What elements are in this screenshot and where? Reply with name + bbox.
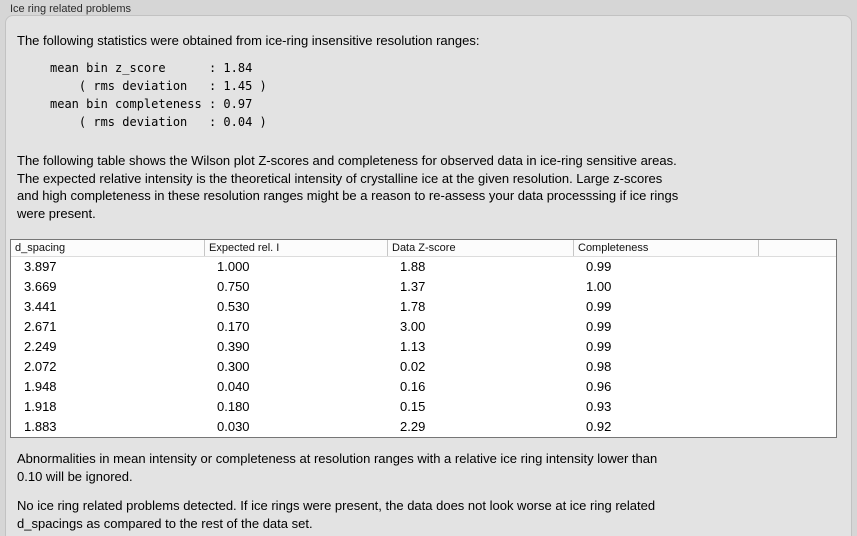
table-row[interactable]: 2.072 0.300 0.02 0.98 (11, 357, 836, 377)
cell-expected-rel-i: 0.030 (217, 419, 250, 434)
cell-expected-rel-i: 1.000 (217, 259, 250, 274)
cell-completeness: 0.99 (586, 259, 612, 274)
conclusion-text: No ice ring related problems detected. I… (17, 498, 656, 531)
table-row[interactable]: 1.948 0.040 0.16 0.96 (11, 377, 836, 397)
cell-empty (758, 257, 836, 277)
table-row[interactable]: 1.918 0.180 0.15 0.93 (11, 397, 836, 417)
table-description-text: The following table shows the Wilson plo… (17, 153, 679, 221)
cell-completeness: 0.99 (586, 299, 612, 314)
column-header-completeness[interactable]: Completeness (573, 240, 758, 256)
ice-ring-table: d_spacing Expected rel. I Data Z-score C… (10, 239, 837, 438)
cell-d-spacing: 1.883 (24, 419, 57, 434)
cell-d-spacing: 1.918 (24, 399, 57, 414)
table-row[interactable]: 2.249 0.390 1.13 0.99 (11, 337, 836, 357)
cell-d-spacing: 1.948 (24, 379, 57, 394)
table-row[interactable]: 2.671 0.170 3.00 0.99 (11, 317, 836, 337)
cell-data-z-score: 0.15 (400, 399, 426, 414)
table-row[interactable]: 3.441 0.530 1.78 0.99 (11, 297, 836, 317)
cell-data-z-score: 0.02 (400, 359, 426, 374)
cell-empty (758, 377, 836, 397)
cell-expected-rel-i: 0.530 (217, 299, 250, 314)
table-row[interactable]: 1.883 0.030 2.29 0.92 (11, 417, 836, 437)
cell-empty (758, 357, 836, 377)
table-header-row: d_spacing Expected rel. I Data Z-score C… (11, 240, 836, 257)
intro-text: The following statistics were obtained f… (17, 33, 480, 48)
cell-data-z-score: 1.78 (400, 299, 426, 314)
cell-d-spacing: 2.671 (24, 319, 57, 334)
cell-expected-rel-i: 0.390 (217, 339, 250, 354)
stats-monospace-block: mean bin z_score : 1.84 ( rms deviation … (50, 61, 267, 129)
column-header-d-spacing[interactable]: d_spacing (15, 242, 66, 254)
cell-expected-rel-i: 0.180 (217, 399, 250, 414)
cell-completeness: 0.93 (586, 399, 612, 414)
cell-data-z-score: 1.13 (400, 339, 426, 354)
cell-d-spacing: 2.072 (24, 359, 57, 374)
ice-ring-panel: The following statistics were obtained f… (5, 15, 852, 536)
cell-completeness: 0.99 (586, 339, 612, 354)
cell-expected-rel-i: 0.300 (217, 359, 250, 374)
cell-expected-rel-i: 0.750 (217, 279, 250, 294)
cell-empty (758, 337, 836, 357)
cell-completeness: 0.99 (586, 319, 612, 334)
column-header-expected-rel-i[interactable]: Expected rel. I (204, 240, 387, 256)
cell-data-z-score: 1.37 (400, 279, 426, 294)
cell-data-z-score: 0.16 (400, 379, 426, 394)
cell-data-z-score: 1.88 (400, 259, 426, 274)
cell-data-z-score: 2.29 (400, 419, 426, 434)
ice-ring-table-body: 3.897 1.000 1.88 0.99 3.669 0.750 1.37 1… (11, 257, 836, 437)
column-header-empty (758, 240, 836, 256)
cell-completeness: 1.00 (586, 279, 612, 294)
cell-empty (758, 397, 836, 417)
column-header-data-z-score[interactable]: Data Z-score (387, 240, 573, 256)
table-row[interactable]: 3.897 1.000 1.88 0.99 (11, 257, 836, 277)
cell-completeness: 0.98 (586, 359, 612, 374)
table-row[interactable]: 3.669 0.750 1.37 1.00 (11, 277, 836, 297)
cell-expected-rel-i: 0.040 (217, 379, 250, 394)
cell-empty (758, 317, 836, 337)
cell-empty (758, 297, 836, 317)
cell-empty (758, 417, 836, 437)
cell-d-spacing: 2.249 (24, 339, 57, 354)
cell-empty (758, 277, 836, 297)
groupbox-title: Ice ring related problems (10, 3, 132, 15)
cell-d-spacing: 3.897 (24, 259, 57, 274)
cell-d-spacing: 3.669 (24, 279, 57, 294)
ignore-threshold-text: Abnormalities in mean intensity or compl… (17, 451, 658, 484)
cell-data-z-score: 3.00 (400, 319, 426, 334)
cell-completeness: 0.96 (586, 379, 612, 394)
cell-completeness: 0.92 (586, 419, 612, 434)
cell-expected-rel-i: 0.170 (217, 319, 250, 334)
cell-d-spacing: 3.441 (24, 299, 57, 314)
